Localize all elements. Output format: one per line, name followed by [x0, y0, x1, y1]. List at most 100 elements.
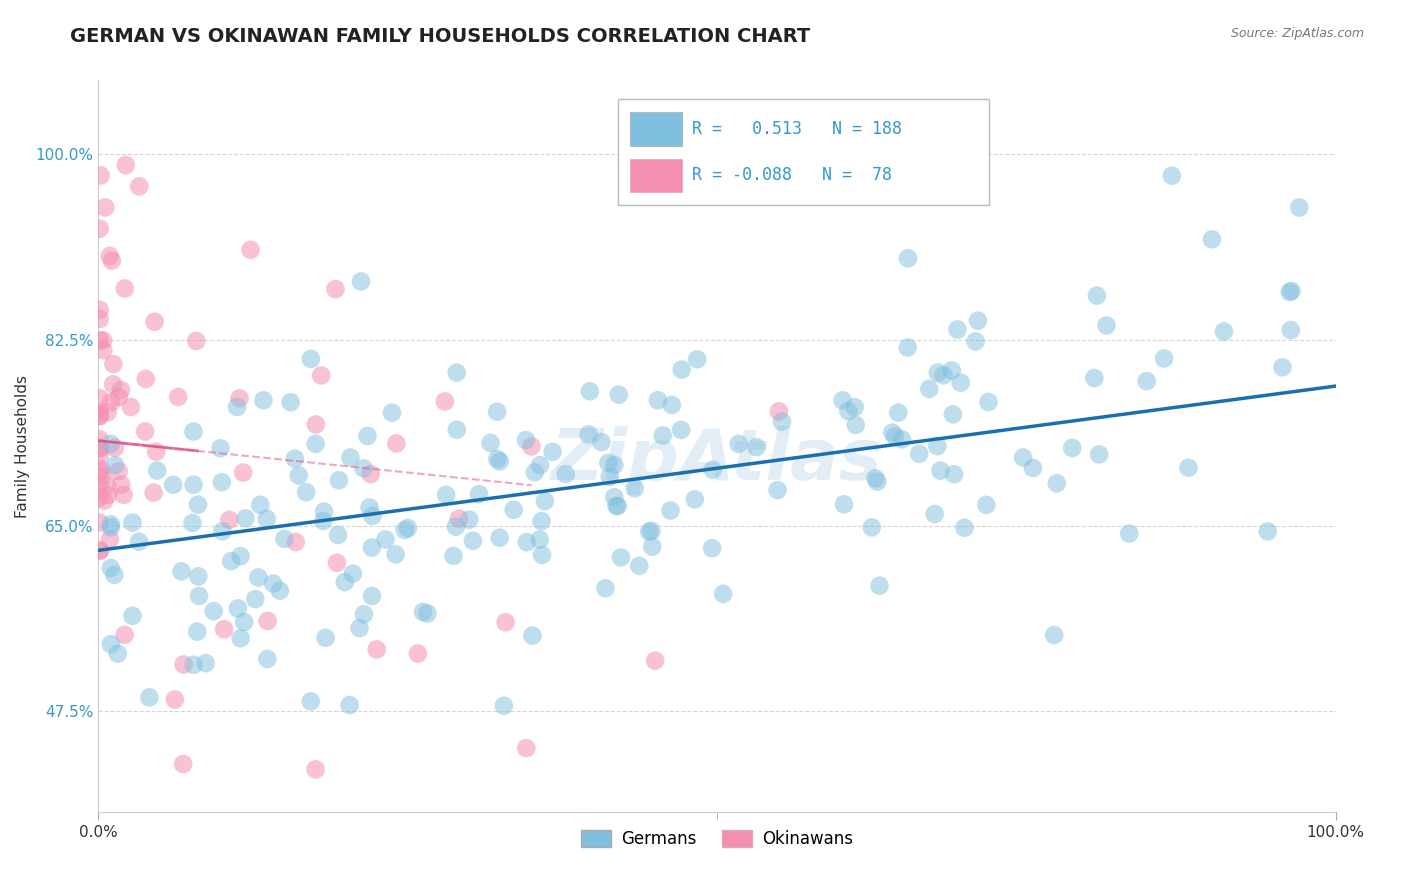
Point — [942, 407, 965, 421]
Point — [1046, 476, 1069, 491]
Point — [578, 384, 600, 399]
Point — [90, 169, 112, 183]
Point — [927, 439, 949, 453]
Point — [89, 516, 111, 530]
Point — [186, 624, 208, 639]
Point — [211, 475, 233, 490]
Point — [610, 550, 633, 565]
Point — [406, 647, 429, 661]
Point — [181, 516, 204, 530]
Point — [661, 398, 683, 412]
Point — [953, 521, 976, 535]
Point — [520, 439, 543, 453]
Point — [173, 657, 195, 672]
Point — [90, 470, 112, 484]
Point — [312, 505, 335, 519]
Point — [235, 511, 257, 525]
Point — [908, 447, 931, 461]
Point — [1279, 323, 1302, 337]
Legend: Germans, Okinawans: Germans, Okinawans — [575, 823, 859, 855]
Point — [882, 425, 904, 440]
Point — [360, 541, 382, 555]
Point — [502, 502, 524, 516]
Point — [1271, 360, 1294, 375]
Point — [101, 253, 124, 268]
Point — [1288, 201, 1310, 215]
Point — [360, 467, 382, 481]
Point — [831, 393, 853, 408]
Point — [91, 343, 114, 358]
Point — [1118, 526, 1140, 541]
Point — [522, 629, 544, 643]
Point — [700, 541, 723, 556]
Point — [468, 487, 491, 501]
Point — [384, 547, 406, 561]
Point — [114, 158, 136, 172]
Point — [1088, 447, 1111, 461]
Point — [727, 437, 749, 451]
Point — [103, 357, 125, 371]
Point — [361, 508, 384, 523]
Point — [107, 464, 129, 478]
Point — [941, 363, 963, 377]
Point — [492, 698, 515, 713]
Point — [100, 395, 122, 409]
Point — [443, 549, 465, 563]
Point — [273, 532, 295, 546]
Point — [832, 497, 855, 511]
Point — [768, 404, 790, 418]
Point — [530, 514, 553, 528]
Point — [89, 544, 111, 558]
Point — [711, 587, 734, 601]
Point — [247, 570, 270, 584]
Point — [89, 333, 111, 347]
Point — [1136, 374, 1159, 388]
Point — [295, 485, 318, 500]
Point — [262, 576, 284, 591]
Point — [361, 589, 384, 603]
Point — [325, 282, 347, 296]
Point — [100, 437, 122, 451]
Point — [112, 488, 135, 502]
Point — [98, 249, 121, 263]
Point — [287, 468, 309, 483]
Point — [100, 561, 122, 575]
Point — [232, 466, 254, 480]
Point — [359, 500, 381, 515]
Point — [381, 406, 404, 420]
Point — [932, 368, 955, 383]
Point — [145, 444, 167, 458]
Point — [134, 425, 156, 439]
Point — [516, 535, 538, 549]
Point — [89, 302, 111, 317]
Point — [89, 405, 111, 419]
Point — [110, 383, 132, 397]
Point — [623, 481, 645, 495]
Point — [974, 498, 997, 512]
Point — [866, 475, 889, 489]
Point — [554, 467, 576, 482]
Point — [97, 405, 120, 419]
Point — [529, 458, 551, 473]
Point — [142, 485, 165, 500]
Point — [226, 601, 249, 615]
Point — [595, 582, 617, 596]
Point — [167, 390, 190, 404]
Point — [515, 433, 537, 447]
Point — [897, 252, 920, 266]
Point — [1160, 169, 1182, 183]
Point — [458, 513, 481, 527]
Point — [89, 432, 111, 446]
Point — [683, 492, 706, 507]
Point — [412, 605, 434, 619]
Point — [897, 341, 920, 355]
Point — [89, 221, 111, 235]
Point — [479, 436, 502, 450]
Point — [599, 470, 621, 484]
Point — [107, 647, 129, 661]
Point — [304, 437, 326, 451]
Point — [943, 467, 966, 482]
Point — [170, 565, 193, 579]
Point — [891, 433, 914, 447]
Point — [104, 441, 127, 455]
